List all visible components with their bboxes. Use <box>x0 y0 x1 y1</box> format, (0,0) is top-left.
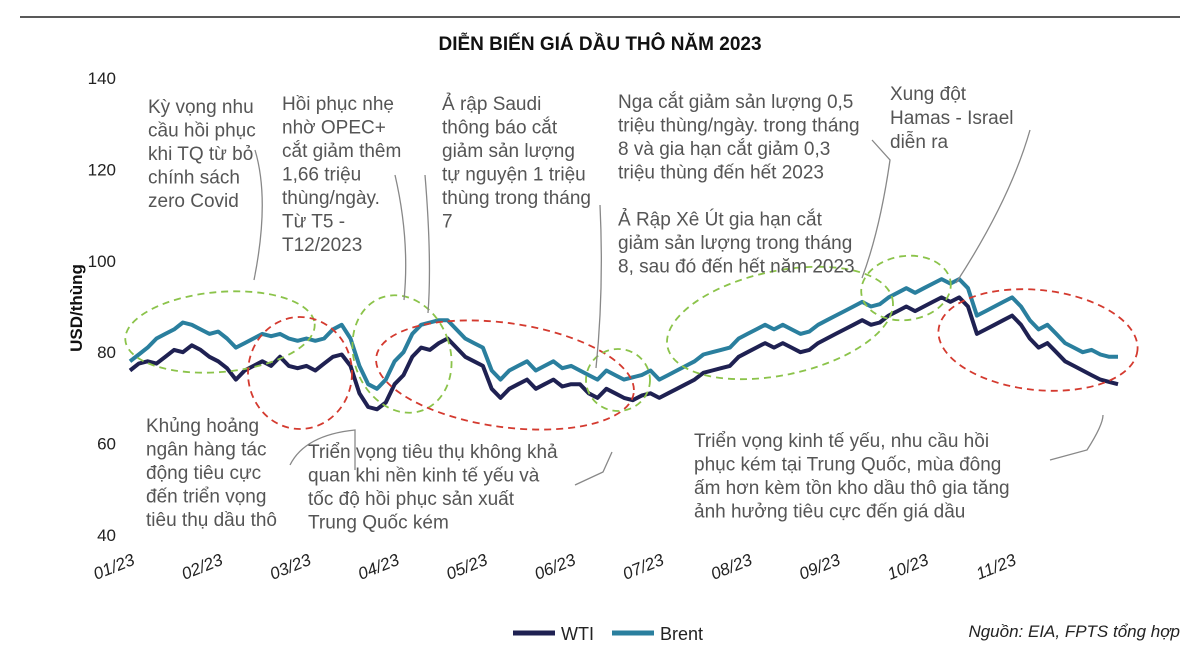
annotation-text: Nga cắt giảm sản lượng 0,5 <box>618 91 853 113</box>
series-line-wti <box>128 295 1119 412</box>
annotation-text: triệu thùng đến hết 2023 <box>618 163 824 184</box>
ellipse-summer-rally <box>666 265 894 381</box>
x-tick-label: 01/23 <box>91 550 138 584</box>
annotation-leader <box>955 129 1031 284</box>
annotation-text: phục kém tại Trung Quốc, mùa đông <box>694 455 1001 476</box>
x-tick-label: 08/23 <box>708 550 755 584</box>
annotation-text: Hamas - Israel <box>890 108 1014 129</box>
annotation-text: ấm hơn kèm tồn kho dầu thô gia tăng <box>694 478 1010 499</box>
ellipse-opec-recovery <box>351 294 453 414</box>
series-line-brent <box>128 277 1118 391</box>
annotation-text: tự nguyện 1 triệu <box>442 165 586 186</box>
annotation-text: động tiêu cực <box>146 463 261 484</box>
annotation-text: 8 và gia hạn cắt giảm 0,3 <box>618 138 830 160</box>
annotation-text: Từ T5 - <box>282 212 345 233</box>
annotation-text: thông báo cắt <box>442 117 558 139</box>
y-tick-label: 40 <box>97 526 116 545</box>
y-tick-label: 80 <box>97 343 116 362</box>
annotation-leader <box>861 139 891 279</box>
x-tick-label: 02/23 <box>179 550 226 584</box>
annotation-text: đến triển vọng <box>146 487 266 508</box>
annotation-leader <box>595 204 602 369</box>
annotation-text: 1,66 triệu <box>282 165 361 186</box>
annotation-text: diễn ra <box>890 131 949 153</box>
annotation-leader <box>1049 414 1104 461</box>
chart-title: DIỄN BIẾN GIÁ DẦU THÔ NĂM 2023 <box>438 33 761 55</box>
annotation-leader <box>253 149 263 281</box>
annotation-text: Kỳ vọng nhu <box>148 97 254 118</box>
y-tick-label: 120 <box>88 160 116 179</box>
x-tick-label: 06/23 <box>532 550 579 584</box>
annotation-text: nhờ OPEC+ <box>282 118 386 139</box>
x-tick-label: 05/23 <box>444 550 491 584</box>
annotation-text: Hồi phục nhẹ <box>282 94 394 115</box>
annotation-leader <box>394 174 407 301</box>
annotation-text: 7 <box>442 212 453 233</box>
y-tick-label: 60 <box>97 435 116 454</box>
annotation-text: Triển vọng kinh tế yếu, nhu cầu hồi <box>694 431 989 452</box>
x-tick-label: 09/23 <box>796 550 843 584</box>
ellipse-q1-recovery <box>124 290 316 374</box>
ellipse-saudi-cut <box>585 348 651 412</box>
source-note: Nguồn: EIA, FPTS tổng hợp <box>968 622 1180 641</box>
y-tick-label: 140 <box>88 69 116 88</box>
x-tick-label: 03/23 <box>267 550 314 584</box>
annotation-text: T12/2023 <box>282 235 362 256</box>
annotation-text: Trung Quốc kém <box>308 513 449 534</box>
annotation-text: thùng/ngày. <box>282 188 380 209</box>
y-axis-label: USD/thùng <box>67 264 86 352</box>
annotation-text: ngân hàng tác <box>146 440 266 461</box>
annotation-text: thùng trong tháng <box>442 188 591 209</box>
x-tick-label: 10/23 <box>885 550 932 584</box>
x-tick-label: 04/23 <box>355 550 402 584</box>
x-tick-label: 11/23 <box>973 550 1019 583</box>
x-tick-label: 07/23 <box>620 550 667 584</box>
annotation-text: ảnh hưởng tiêu cực đến giá dầu <box>694 502 965 523</box>
annotation-leader <box>289 429 356 470</box>
annotation-leader <box>424 174 431 314</box>
ellipse-banking-crisis <box>247 316 353 430</box>
annotation-text: zero Covid <box>148 191 239 212</box>
annotation-text: Ả Rập Xê Út gia hạn cắt <box>618 209 823 231</box>
legend-label-brent: Brent <box>660 624 703 644</box>
annotation-text: giảm sản lượng <box>442 141 575 162</box>
annotation-text: Xung đột <box>890 84 967 105</box>
annotation-text: cầu hồi phục <box>148 121 256 142</box>
annotation-text: tốc độ hồi phục sản xuất <box>308 489 515 510</box>
annotation-text: Khủng hoảng <box>146 416 259 437</box>
ellipse-sep-peak <box>860 254 952 322</box>
annotation-text: Triển vọng tiêu thụ không khả <box>308 442 558 463</box>
annotation-text: triệu thùng/ngày. trong tháng <box>618 116 860 137</box>
annotation-leader <box>574 451 613 486</box>
annotation-text: cắt giảm thêm <box>282 140 401 162</box>
annotation-text: khi TQ từ bỏ <box>148 144 253 165</box>
annotation-text: 8, sau đó đến hết năm 2023 <box>618 257 855 278</box>
annotation-text: giảm sản lượng trong tháng <box>618 233 852 254</box>
y-tick-label: 100 <box>88 252 116 271</box>
ellipse-weak-demand <box>375 319 635 431</box>
ellipse-q4-decline <box>937 288 1139 392</box>
annotation-text: Ả rập Saudi <box>442 93 541 115</box>
legend-label-wti: WTI <box>561 624 594 644</box>
annotation-text: quan khi nền kinh tế yếu và <box>308 466 540 487</box>
annotation-text: chính sách <box>148 168 240 189</box>
annotation-text: tiêu thụ dầu thô <box>146 510 277 531</box>
